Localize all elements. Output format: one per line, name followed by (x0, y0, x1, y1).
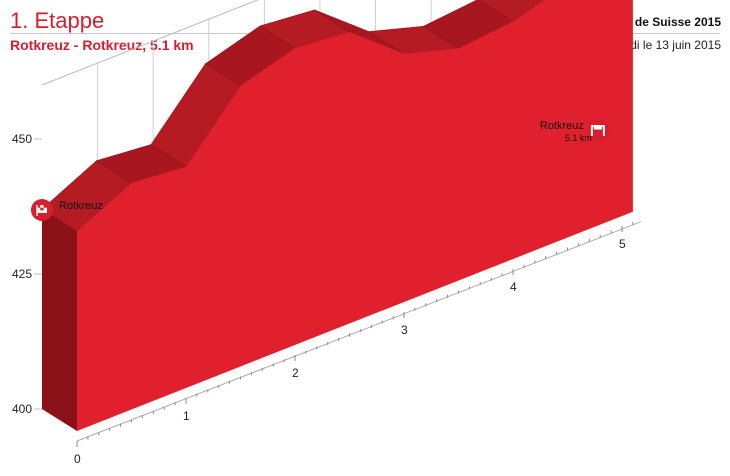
y-tick-label: 400 (12, 402, 32, 416)
grid-top-line (41, 0, 259, 86)
profile-shape (41, 0, 633, 431)
x-tick-label: 4 (510, 280, 517, 294)
stage-title: 1. Etappe (10, 8, 105, 33)
y-tick-label: 425 (12, 267, 32, 281)
marker-label: Rotkreuz (540, 120, 584, 132)
finish-arch-icon (590, 125, 605, 136)
x-tick-label: 0 (74, 452, 81, 466)
y-tick-label: 450 (12, 132, 32, 146)
x-tick-label: 2 (292, 366, 299, 380)
marker-label: Rotkreuz (59, 200, 103, 212)
x-tick-label: 5 (619, 237, 626, 251)
start-flag-icon (36, 205, 47, 216)
profile-top-segment (478, 0, 545, 22)
x-tick-label: 3 (401, 323, 408, 337)
marker-distance-label: 5.1 km (565, 133, 592, 143)
profile-side-face (42, 209, 77, 431)
tour-name: Tour de Suisse 2015 (605, 15, 721, 29)
profile-front-face (77, 0, 633, 431)
axes: 400 425 450 0 1 2 3 4 5 (12, 132, 642, 466)
stage-route: Rotkreuz - Rotkreuz, 5.1 km (10, 37, 194, 53)
x-tick-label: 1 (183, 409, 190, 423)
x-axis-line (76, 221, 642, 442)
